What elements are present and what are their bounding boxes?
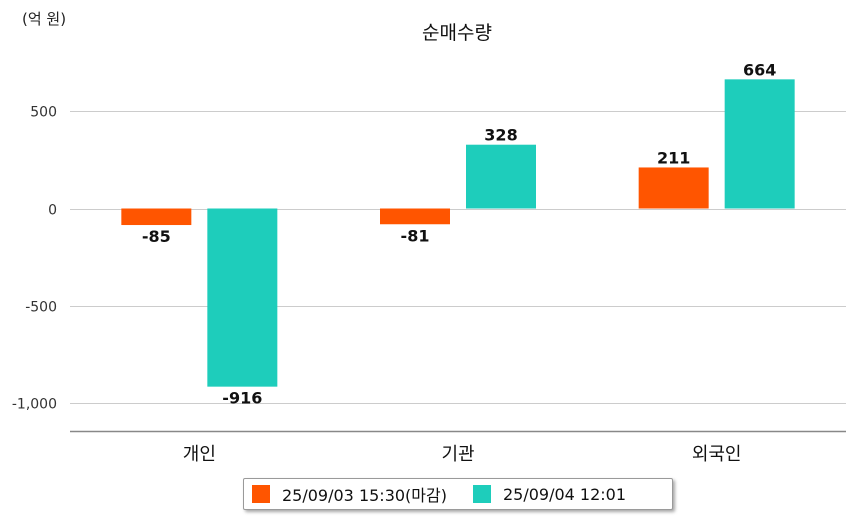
legend-label-series-2: 25/09/04 12:01 <box>502 484 627 504</box>
legend-swatch-series-2 <box>472 485 491 503</box>
legend-item-series-2[interactable]: 25/09/04 12:01 <box>472 484 627 504</box>
bar <box>380 208 450 225</box>
data-label: 664 <box>743 60 776 79</box>
bar <box>466 144 536 209</box>
bar <box>638 167 709 209</box>
data-label: -85 <box>142 227 171 246</box>
y-tick-label: 0 <box>48 203 57 219</box>
x-category-label: 개인 <box>183 444 216 465</box>
data-label: -81 <box>401 226 430 245</box>
legend-item-series-1[interactable]: 25/09/03 15:30(마감) <box>252 482 447 506</box>
legend-label-series-1: 25/09/03 15:30(마감) <box>282 486 447 505</box>
legend-swatch-series-1 <box>252 485 270 503</box>
x-category-label: 외국인 <box>692 444 742 465</box>
y-tick-label: 500 <box>30 105 57 121</box>
chart-title: 순매수량 <box>422 22 492 44</box>
chart-legend: 25/09/03 15:30(마감) 25/09/04 12:01 <box>243 478 673 510</box>
x-category-label: 기관 <box>441 444 474 465</box>
unit-label: (억 원) <box>22 10 67 28</box>
data-label: -916 <box>222 389 262 408</box>
data-label: 211 <box>657 148 690 167</box>
bar <box>724 79 795 209</box>
data-label: 328 <box>484 126 517 145</box>
y-tick-label: -1,000 <box>12 397 57 413</box>
y-tick-label: -500 <box>25 300 57 316</box>
bar <box>207 208 278 387</box>
bar <box>121 208 192 226</box>
